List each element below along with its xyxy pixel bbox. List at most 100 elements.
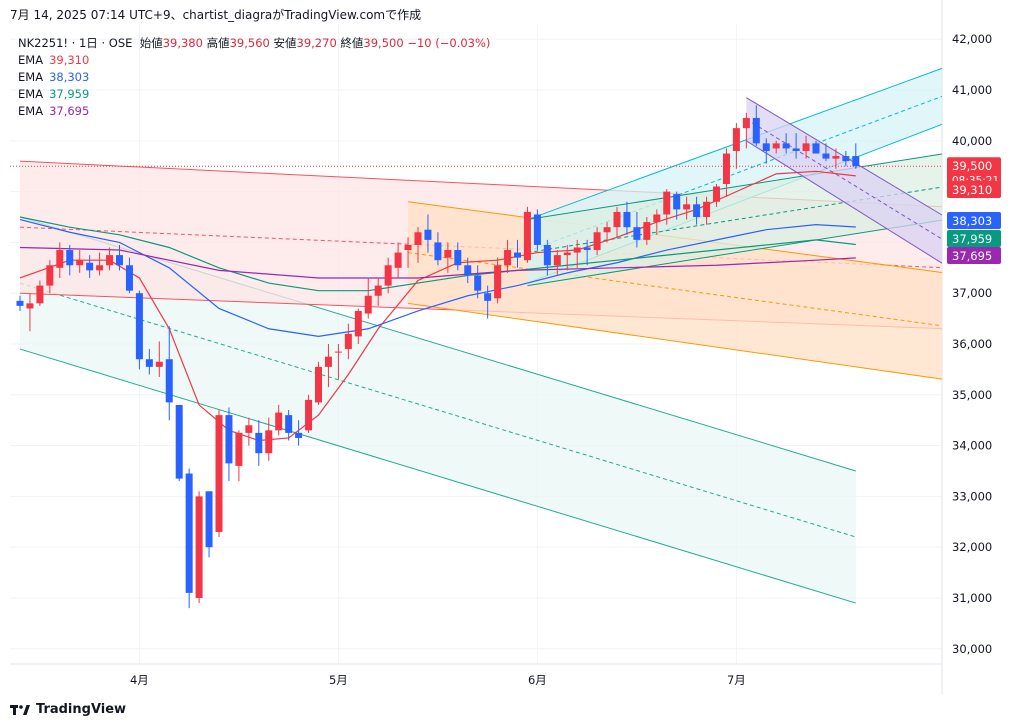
ema-label: EMA xyxy=(18,87,44,101)
candle xyxy=(444,242,452,273)
candle xyxy=(842,150,850,167)
candle xyxy=(36,280,44,306)
candle xyxy=(583,239,591,266)
candle-body xyxy=(364,295,372,314)
candle-body xyxy=(732,128,740,151)
candle xyxy=(165,326,173,421)
candle xyxy=(404,237,412,268)
change-value: −10 (−0.03%) xyxy=(407,36,491,50)
chart-header: 7月 14, 2025 07:14 UTC+9、chartist_diagraが… xyxy=(10,8,422,22)
ema-label: EMA xyxy=(18,53,44,67)
candle-body xyxy=(563,252,571,256)
candle-body xyxy=(772,143,780,149)
ema-row-4[interactable]: EMA 37,695 xyxy=(18,103,490,120)
candle xyxy=(633,211,641,248)
legend: NK2251! · 1日 · OSE 始値39,380 高値39,560 安値3… xyxy=(18,35,490,120)
candle xyxy=(523,206,531,263)
ema-row-3[interactable]: EMA 37,959 xyxy=(18,86,490,103)
candle-body xyxy=(315,366,322,403)
candle-body xyxy=(812,143,820,154)
candle-body xyxy=(523,211,531,261)
candle xyxy=(504,239,512,273)
candle xyxy=(215,410,223,538)
candle-body xyxy=(593,232,601,251)
candle-body xyxy=(16,300,24,306)
candle-body xyxy=(215,415,223,532)
candle-body xyxy=(484,293,492,301)
candle-body xyxy=(165,359,173,403)
candle xyxy=(852,143,860,169)
candle xyxy=(414,227,422,263)
candle-body xyxy=(155,361,163,367)
price-tick-label: 36,000 xyxy=(952,337,992,351)
candle xyxy=(175,404,183,482)
candle xyxy=(26,293,34,332)
candle xyxy=(265,417,273,461)
badge-box xyxy=(947,230,1001,247)
candle-body xyxy=(444,250,452,258)
candle xyxy=(573,239,581,268)
candle xyxy=(205,491,213,558)
ema-row-1[interactable]: EMA 39,310 xyxy=(18,52,490,69)
candle-body xyxy=(205,491,213,548)
candle xyxy=(543,239,551,276)
candle xyxy=(474,265,482,299)
candle-body xyxy=(852,156,860,167)
low-value: 39,270 xyxy=(296,36,337,50)
ema-label: EMA xyxy=(18,70,44,84)
candle-body xyxy=(26,303,34,309)
candle xyxy=(125,257,133,294)
price-tick-label: 31,000 xyxy=(952,591,992,605)
candle-body xyxy=(275,412,283,431)
candle-body xyxy=(46,265,54,286)
candle xyxy=(155,341,163,378)
ema-row-2[interactable]: EMA 38,303 xyxy=(18,69,490,86)
candle-body xyxy=(643,222,651,240)
price-badge: 37,959 xyxy=(947,230,1001,247)
candle xyxy=(553,250,561,276)
channel-lower-line xyxy=(19,348,856,604)
candle xyxy=(96,252,104,276)
candle-body xyxy=(36,285,44,304)
candle-body xyxy=(782,143,790,149)
candle-body xyxy=(255,432,263,454)
candle xyxy=(225,407,233,482)
candle xyxy=(484,285,492,319)
ema-value: 38,303 xyxy=(49,70,90,84)
candle-body xyxy=(334,351,342,353)
candle-body xyxy=(802,143,810,151)
badge-value: 37,959 xyxy=(952,232,992,246)
candle-body xyxy=(683,204,691,210)
channel-lower-line xyxy=(407,302,943,380)
candle xyxy=(334,344,342,380)
channel-lower-line xyxy=(527,219,943,287)
candle xyxy=(732,123,740,169)
candle-body xyxy=(633,227,641,240)
candle-body xyxy=(424,229,432,240)
candle xyxy=(46,260,54,294)
candle xyxy=(603,222,611,243)
candle xyxy=(822,143,830,162)
candle-body xyxy=(573,247,581,253)
ema-value: 39,310 xyxy=(49,53,90,67)
candle-body xyxy=(494,265,502,299)
candle-body xyxy=(693,204,701,218)
candles xyxy=(16,105,860,609)
candle xyxy=(116,244,123,271)
candle-body xyxy=(116,255,123,266)
candle-body xyxy=(663,191,671,215)
time-axis: 4月 5月 6月 7月 xyxy=(130,673,746,687)
candle-body xyxy=(673,194,681,210)
channel-mid-line xyxy=(746,118,943,240)
candle xyxy=(812,140,820,154)
candle xyxy=(494,257,502,304)
badge-value: 37,695 xyxy=(952,249,992,263)
candle xyxy=(364,277,372,319)
candle xyxy=(752,105,760,146)
brand-label: TradingView xyxy=(36,702,127,717)
badge-box xyxy=(947,247,1001,264)
time-tick-label: 7月 xyxy=(727,673,746,687)
badge-value: 39,310 xyxy=(952,183,992,197)
price-badge: 37,695 xyxy=(947,247,1001,264)
